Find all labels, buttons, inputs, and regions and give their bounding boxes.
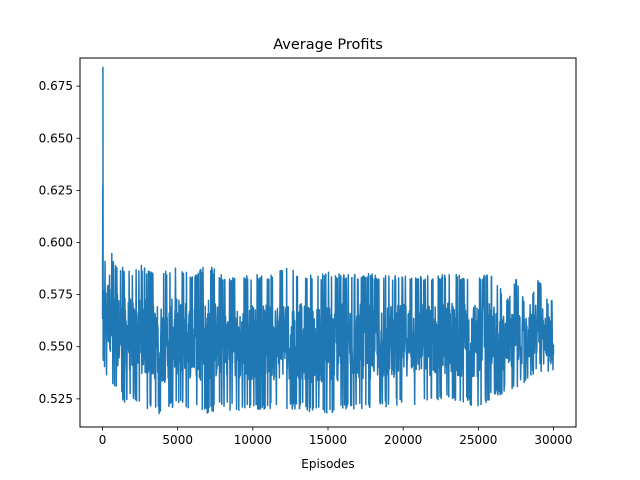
x-tick-label: 15000 xyxy=(309,433,347,447)
x-axis-label: Episodes xyxy=(301,457,354,471)
y-axis: 0.525 0.550 0.575 0.600 0.625 0.650 0.675 xyxy=(39,79,80,406)
y-tick-label: 0.600 xyxy=(39,236,73,250)
chart-title: Average Profits xyxy=(273,37,383,53)
y-tick-label: 0.625 xyxy=(39,183,73,197)
x-tick-label: 20000 xyxy=(384,433,422,447)
y-tick-label: 0.575 xyxy=(39,288,73,302)
x-tick-label: 25000 xyxy=(459,433,497,447)
y-tick-label: 0.550 xyxy=(39,340,73,354)
y-tick-label: 0.525 xyxy=(39,392,73,406)
series-layer xyxy=(101,66,555,415)
y-tick-label: 0.650 xyxy=(39,131,73,145)
x-tick-label: 30000 xyxy=(534,433,572,447)
x-axis: 0 5000 10000 15000 20000 25000 30000 xyxy=(99,427,573,447)
x-tick-label: 10000 xyxy=(234,433,272,447)
y-tick-label: 0.675 xyxy=(39,79,73,93)
x-tick-label: 0 xyxy=(99,433,107,447)
series-line xyxy=(101,66,555,415)
x-tick-label: 5000 xyxy=(162,433,193,447)
